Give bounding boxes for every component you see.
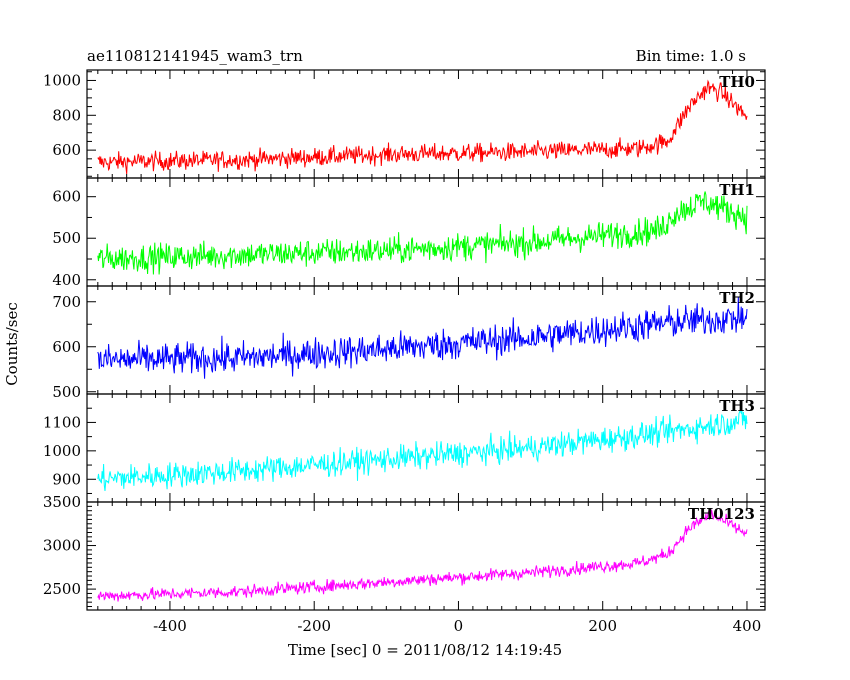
y-tick-label: 2500 bbox=[43, 580, 81, 598]
panel-label: TH1 bbox=[719, 181, 755, 199]
x-tick-label: 400 bbox=[733, 617, 762, 635]
y-tick-label: 3000 bbox=[43, 537, 81, 555]
y-tick-label: 3500 bbox=[43, 493, 81, 511]
panel-th0123: 2500 3000 3500 TH0123 bbox=[43, 493, 766, 611]
y-tick-label: 1100 bbox=[43, 413, 81, 431]
y-tick-label: 600 bbox=[52, 141, 81, 159]
panel-label: TH2 bbox=[719, 289, 755, 307]
x-tick-label: -400 bbox=[153, 617, 187, 635]
x-axis-label: Time [sec] 0 = 2011/08/12 14:19:45 bbox=[288, 641, 562, 659]
panel-th3: 900 1000 1100 TH3 bbox=[43, 393, 766, 503]
panel-label: TH3 bbox=[719, 397, 755, 415]
series-th3 bbox=[97, 410, 748, 492]
series-th2 bbox=[97, 296, 748, 379]
y-tick-label: 700 bbox=[52, 293, 81, 311]
panel-th2: 500 600 700 TH2 bbox=[52, 285, 766, 401]
panel-label: TH0 bbox=[719, 73, 755, 91]
x-tick-label: 200 bbox=[588, 617, 617, 635]
panel-frame bbox=[86, 177, 766, 287]
panel-th0: 600 800 1000 TH0 bbox=[43, 69, 766, 179]
x-tick-label: -200 bbox=[297, 617, 331, 635]
x-tick-label: 0 bbox=[454, 617, 464, 635]
panel-frame bbox=[86, 393, 766, 503]
bin-time-label: Bin time: 1.0 s bbox=[636, 47, 746, 65]
y-axis-label: Counts/sec bbox=[3, 302, 21, 386]
y-tick-label: 1000 bbox=[43, 442, 81, 460]
y-tick-label: 900 bbox=[52, 470, 81, 488]
series-th1 bbox=[97, 191, 748, 275]
panel-frame bbox=[86, 285, 766, 395]
y-tick-label: 600 bbox=[52, 338, 81, 356]
y-tick-label: 600 bbox=[52, 188, 81, 206]
y-tick-label: 800 bbox=[52, 106, 81, 124]
series-th0 bbox=[97, 79, 748, 175]
panel-stack: 600 800 1000 TH0 400 500 600 TH1 500 600 700 TH2 900… bbox=[43, 69, 766, 635]
panel-label: TH0123 bbox=[688, 505, 755, 523]
panel-th1: 400 500 600 TH1 bbox=[52, 177, 766, 289]
chart-title: ae110812141945_wam3_trn bbox=[87, 47, 303, 65]
panel-frame bbox=[86, 501, 766, 611]
y-tick-label: 500 bbox=[52, 229, 81, 247]
series-th0123 bbox=[97, 509, 748, 602]
y-tick-label: 1000 bbox=[43, 71, 81, 89]
y-tick-label: 500 bbox=[52, 383, 81, 401]
y-tick-label: 400 bbox=[52, 271, 81, 289]
